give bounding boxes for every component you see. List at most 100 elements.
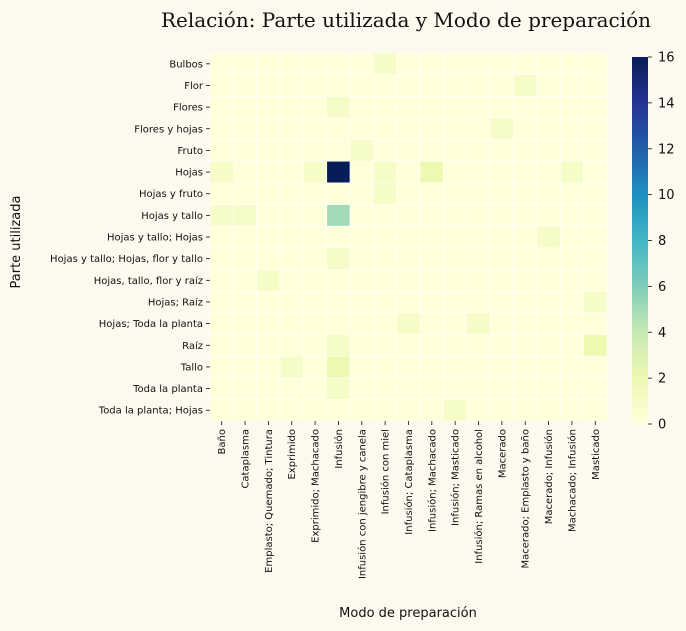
heatmap-cell <box>209 247 234 270</box>
heatmap-cell <box>443 96 468 119</box>
colorbar-ticks: 0 2 4 6 8 10 12 14 16 <box>648 51 675 433</box>
heatmap-cell <box>233 225 258 249</box>
chart-title: Relación: Parte utilizada y Modo de prep… <box>161 8 651 32</box>
heatmap-cell <box>583 204 608 227</box>
heatmap-cell <box>349 182 374 205</box>
heatmap-cell <box>513 225 538 249</box>
y-tick-label: Fruto <box>177 146 203 157</box>
heatmap-cell <box>419 182 444 205</box>
heatmap-cell <box>583 312 608 335</box>
heatmap-cell <box>513 204 538 227</box>
heatmap-cell <box>349 247 374 270</box>
heatmap-cell <box>583 399 608 422</box>
heatmap-cell <box>443 377 468 400</box>
heatmap-cell <box>326 139 351 162</box>
heatmap-cell <box>279 160 304 184</box>
heatmap-cell <box>349 74 374 97</box>
heatmap-cell <box>256 74 281 97</box>
heatmap-cell <box>256 290 281 314</box>
heatmap-cell <box>396 225 421 249</box>
heatmap-cell <box>419 204 444 227</box>
heatmap-cell <box>419 117 444 140</box>
heatmap-cell <box>279 355 304 379</box>
heatmap-cell <box>279 52 304 75</box>
heatmap-cell <box>513 377 538 400</box>
heatmap-cell <box>373 182 398 205</box>
x-tick-label: Infusión; Ramas en alcohol <box>473 429 485 564</box>
heatmap-cell <box>326 312 351 335</box>
heatmap-cell <box>326 117 351 140</box>
heatmap-cell <box>443 139 468 162</box>
x-tick-label: Macerado; Emplasto y baño <box>521 429 532 568</box>
heatmap-cell <box>373 312 398 335</box>
heatmap-cell <box>559 334 584 357</box>
heatmap-cell <box>559 117 584 140</box>
heatmap-cell <box>396 204 421 227</box>
heatmap-cell <box>419 290 444 314</box>
x-tick-label: Cataplasma <box>241 429 252 489</box>
heatmap-cell <box>209 312 234 335</box>
heatmap-cell <box>489 182 514 205</box>
heatmap-cell <box>373 52 398 75</box>
heatmap-cell <box>513 269 538 292</box>
heatmap-cell <box>256 399 281 422</box>
heatmap-cell <box>559 182 584 205</box>
x-tick-label: Macerado; Infusión <box>543 429 555 524</box>
heatmap-cell <box>396 117 421 140</box>
heatmap-cell <box>583 334 608 357</box>
heatmap-cell <box>443 312 468 335</box>
heatmap-cell <box>279 290 304 314</box>
heatmap-cell <box>466 334 491 357</box>
heatmap-cell <box>373 117 398 140</box>
heatmap-cell <box>326 225 351 249</box>
heatmap-cell <box>233 334 258 357</box>
colorbar-tick-label: 16 <box>658 51 675 66</box>
heatmap-cell <box>279 204 304 227</box>
heatmap-cell <box>256 334 281 357</box>
heatmap-cell <box>256 52 281 75</box>
heatmap-cell <box>396 355 421 379</box>
heatmap-cell <box>559 225 584 249</box>
heatmap-cell <box>373 334 398 357</box>
heatmap-cell <box>233 247 258 270</box>
heatmap-cell <box>466 139 491 162</box>
heatmap-cell <box>279 334 304 357</box>
heatmap-cell <box>583 269 608 292</box>
heatmap-cell <box>489 52 514 75</box>
heatmap-cell <box>513 355 538 379</box>
heatmap-cell <box>443 290 468 314</box>
heatmap-cell <box>536 52 561 75</box>
heatmap-cell <box>466 312 491 335</box>
heatmap-cell <box>326 334 351 357</box>
heatmap-cells <box>209 52 608 422</box>
heatmap-cell <box>233 74 258 97</box>
heatmap-cell <box>233 355 258 379</box>
heatmap-cell <box>233 139 258 162</box>
heatmap-cell <box>279 269 304 292</box>
heatmap-cell <box>349 355 374 379</box>
y-tick-label: Flores <box>173 103 203 114</box>
heatmap-cell <box>373 204 398 227</box>
y-tick-label: Hojas, tallo, flor y raíz <box>94 275 203 287</box>
heatmap-cell <box>396 377 421 400</box>
x-tick-label: Emplasto; Quemado; Tintura <box>264 429 275 573</box>
heatmap-cell <box>279 225 304 249</box>
heatmap-cell <box>349 139 374 162</box>
colorbar-tick-label: 8 <box>658 234 666 249</box>
colorbar-tick-label: 6 <box>658 280 666 295</box>
heatmap-cell <box>303 355 328 379</box>
heatmap-cell <box>209 96 234 119</box>
heatmap-cell <box>466 117 491 140</box>
y-tick-label: Hojas; Raíz <box>148 296 203 308</box>
heatmap-cell <box>256 247 281 270</box>
heatmap-cell <box>233 52 258 75</box>
heatmap-cell <box>233 269 258 292</box>
colorbar-tick-label: 14 <box>658 96 675 111</box>
heatmap-cell <box>303 312 328 335</box>
x-tick-label: Infusión; Masticado <box>450 429 462 526</box>
heatmap-cell <box>326 269 351 292</box>
heatmap-cell <box>209 377 234 400</box>
heatmap-cell <box>303 377 328 400</box>
heatmap-cell <box>536 160 561 184</box>
heatmap-cell <box>233 399 258 422</box>
